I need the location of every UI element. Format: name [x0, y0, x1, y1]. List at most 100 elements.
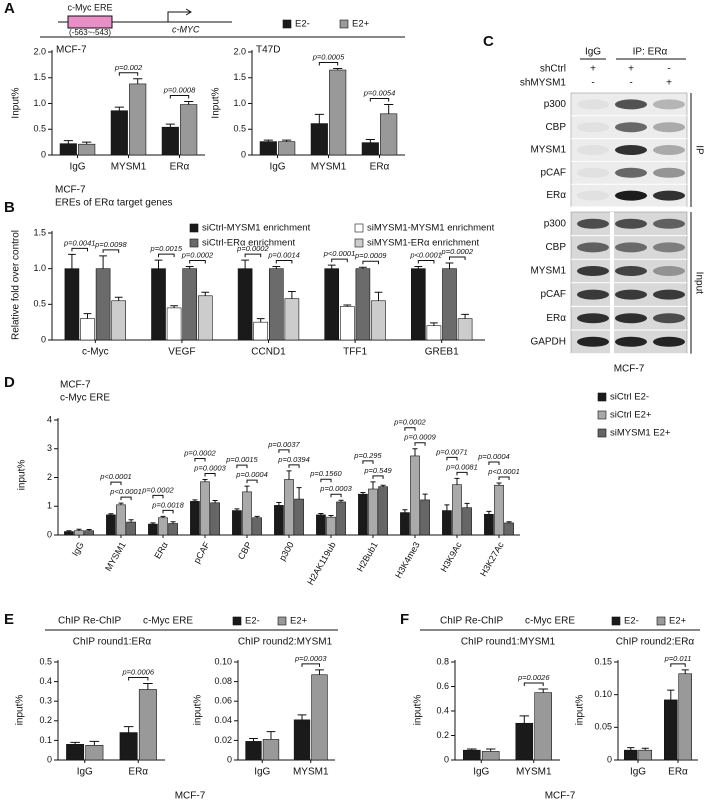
error-bar: [128, 519, 134, 523]
significance-bracket: [194, 458, 206, 462]
bar: [237, 268, 253, 341]
bar: [355, 268, 371, 341]
blot-band: [653, 167, 685, 178]
legend-label: E2+: [669, 616, 687, 627]
bar: [494, 484, 504, 536]
error-bar: [297, 714, 307, 720]
blot-band: [653, 336, 685, 347]
bar: [504, 522, 514, 536]
blot-band: [653, 190, 685, 201]
legend-label: siMYSM1-ERα enrichment: [367, 238, 479, 249]
x-tick-label: IgG: [269, 162, 285, 173]
y-tick-label: 2.0: [33, 46, 46, 56]
bar: [638, 749, 652, 761]
error-bar: [263, 139, 273, 142]
bar: [78, 143, 96, 156]
panel-label: F: [400, 611, 409, 628]
bar: [410, 455, 420, 536]
error-bar: [296, 487, 302, 500]
p-value: p=0.0009: [354, 251, 387, 260]
error-bar: [327, 264, 336, 269]
y-axis-label: Input%: [211, 87, 222, 118]
blot-band: [577, 167, 609, 178]
y-axis-label: input%: [15, 695, 26, 726]
blot-band: [653, 218, 685, 229]
error-bar: [212, 500, 218, 503]
y-tick-label: 0.5: [33, 299, 46, 309]
y-tick-label: 0.02: [214, 735, 232, 745]
error-bar: [86, 529, 92, 531]
y-tick-label: 0.3: [39, 696, 52, 706]
bar: [481, 751, 500, 761]
bar: [85, 744, 104, 761]
panel-label: C: [483, 33, 494, 50]
bar: [200, 481, 210, 536]
significance-bracket: [414, 442, 426, 446]
x-tick-label: IgG: [473, 767, 489, 778]
ere-label: c-Myc ERE: [68, 2, 113, 12]
treatment-sign: +: [628, 64, 634, 75]
x-tick-label: H3K9Ac: [439, 540, 464, 574]
bar: [484, 513, 494, 536]
bar: [210, 502, 220, 536]
y-tick-label: 0.04: [214, 715, 232, 725]
legend-swatch: [339, 19, 349, 29]
panel-label: A: [4, 0, 15, 17]
bar: [442, 510, 452, 536]
x-tick-label: H3K27Ac: [478, 540, 506, 578]
chart-title: MCF-7: [56, 45, 87, 56]
bar: [462, 749, 481, 761]
blot-band: [577, 336, 609, 347]
x-tick-label: MYSM1: [293, 767, 329, 778]
significance-bracket: [523, 682, 544, 686]
legend-label: siCtrl E2+: [610, 410, 652, 421]
band-label: CBP: [545, 242, 566, 253]
y-tick-label: 0: [227, 754, 232, 764]
x-tick-label: pCAF: [192, 540, 212, 565]
error-bar: [380, 484, 386, 487]
error-bar: [402, 509, 408, 513]
panel-footer: MCF-7: [545, 791, 576, 802]
error-bar: [287, 290, 296, 299]
y-tick-label: 1.0: [33, 98, 46, 108]
treatment-sign: -: [629, 78, 632, 89]
section-label: IP: [693, 145, 704, 155]
bar: [358, 493, 368, 536]
ere-box: [67, 15, 113, 29]
significance-bracket: [246, 479, 258, 484]
error-bar: [201, 291, 210, 296]
y-tick-label: 0.4: [39, 676, 52, 686]
error-bar: [108, 513, 114, 515]
x-tick-label: CCND1: [251, 347, 286, 358]
p-value: p=0.0004: [477, 452, 510, 461]
y-tick-label: 0.4: [436, 705, 449, 715]
error-bar: [150, 522, 156, 525]
x-tick-label: p300: [277, 540, 296, 562]
band-label: MYSM1: [530, 145, 566, 156]
panel-subtitle: c-Myc ERE: [143, 616, 193, 627]
error-bar: [165, 123, 175, 128]
bar: [452, 484, 462, 536]
bar: [274, 505, 284, 536]
p-value: p=0.1560: [309, 469, 342, 478]
significance-bracket: [71, 247, 89, 252]
bar: [326, 516, 336, 536]
blot-band: [577, 190, 609, 201]
bar: [166, 307, 182, 341]
panel-subtitle: c-Myc ERE: [525, 616, 575, 627]
tss-arrow: [167, 11, 190, 22]
y-tick-label: 1.5: [233, 72, 246, 82]
error-bar: [374, 291, 383, 301]
y-tick-label: 0.1: [39, 735, 52, 745]
p-value: p<0.0001: [409, 251, 442, 260]
error-bar: [667, 689, 675, 700]
significance-bracket: [158, 253, 175, 258]
treatment-sign: -: [591, 78, 594, 89]
lane-gap: [610, 212, 614, 354]
error-bar: [318, 512, 324, 515]
significance-bracket: [236, 464, 248, 469]
significance-bracket: [488, 461, 500, 465]
x-tick-label: CBP: [236, 540, 254, 561]
error-bar: [70, 741, 80, 745]
